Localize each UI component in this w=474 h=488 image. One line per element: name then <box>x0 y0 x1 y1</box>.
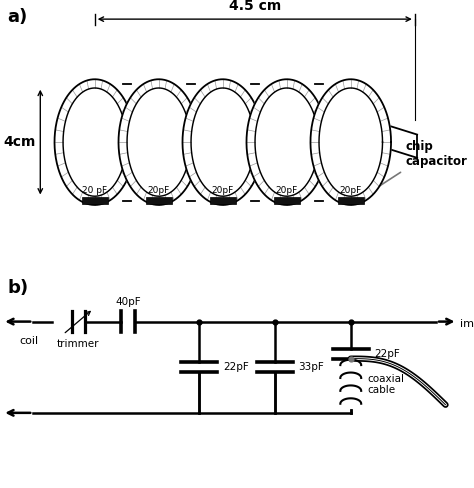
Polygon shape <box>182 79 263 205</box>
Text: 20 pF: 20 pF <box>82 185 108 195</box>
Polygon shape <box>63 88 127 196</box>
Text: 22pF: 22pF <box>223 362 248 372</box>
Text: 22pF: 22pF <box>374 349 400 359</box>
Text: 20pF: 20pF <box>276 185 298 195</box>
Bar <box>337 197 364 204</box>
Text: coaxial
cable: coaxial cable <box>367 374 404 395</box>
Polygon shape <box>55 79 135 205</box>
Bar <box>82 197 108 204</box>
Polygon shape <box>127 88 191 196</box>
Text: a): a) <box>7 8 27 26</box>
Polygon shape <box>118 79 199 205</box>
Polygon shape <box>191 88 255 196</box>
Bar <box>146 197 172 204</box>
Text: trimmer: trimmer <box>57 339 100 348</box>
Polygon shape <box>319 88 383 196</box>
Text: 20pF: 20pF <box>340 185 362 195</box>
Text: 20pF: 20pF <box>212 185 234 195</box>
Text: imager: imager <box>460 319 474 329</box>
Text: 4.5 cm: 4.5 cm <box>228 0 281 13</box>
Text: 40pF: 40pF <box>115 297 141 307</box>
Text: 4cm: 4cm <box>3 135 36 149</box>
Bar <box>274 197 300 204</box>
Text: coil: coil <box>19 336 38 346</box>
Polygon shape <box>255 88 319 196</box>
Polygon shape <box>310 79 391 205</box>
Text: 33pF: 33pF <box>299 362 324 372</box>
Bar <box>210 197 236 204</box>
Polygon shape <box>246 79 327 205</box>
Text: 20pF: 20pF <box>148 185 170 195</box>
Text: b): b) <box>7 279 28 297</box>
Text: chip
capacitor: chip capacitor <box>405 140 467 168</box>
